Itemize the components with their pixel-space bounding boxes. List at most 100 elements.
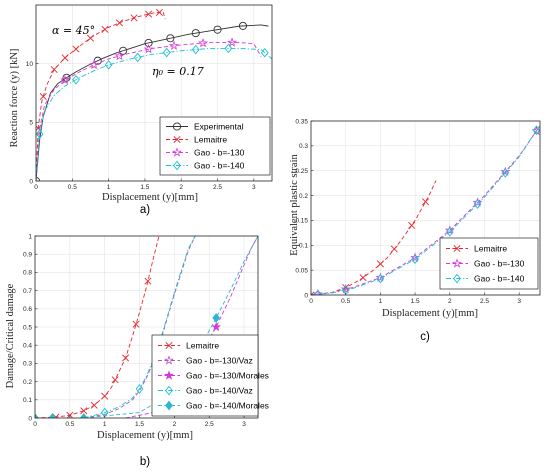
c-series-1-marker <box>340 284 351 294</box>
a-series-2-marker <box>89 59 99 70</box>
a-legend-entry-label: Lemaitre <box>194 135 227 145</box>
c-y-tick-label: 0.15 <box>295 218 308 225</box>
c-legend-entry-label: Gao - b=-130 <box>474 259 525 269</box>
c-y-tick-label: 0.3 <box>299 143 308 150</box>
c-series-line-1 <box>311 125 540 295</box>
b-series-0-marker <box>90 401 98 409</box>
panel-a-alpha-annotation: α = 45° <box>52 24 95 37</box>
c-legend-entry-label: Gao - b=-140 <box>474 274 525 284</box>
b-series-0-marker <box>122 354 130 362</box>
a-series-line-1 <box>36 11 166 181</box>
b-series-2-marker <box>211 321 222 332</box>
a-series-3-marker <box>133 52 142 63</box>
b-series-0-marker <box>132 320 140 328</box>
a-x-tick-label: 1.5 <box>140 184 149 191</box>
b-legend-entry-label: Lemaitre <box>186 341 219 351</box>
a-series-3-marker <box>260 47 269 58</box>
c-x-tick-label: 0.5 <box>341 298 350 305</box>
a-series-1-marker <box>39 93 47 101</box>
c-series-0-marker <box>408 221 416 229</box>
b-series-4-marker <box>35 413 39 418</box>
c-series-0-marker <box>311 291 315 295</box>
c-x-tick-label: 1 <box>379 298 383 305</box>
a-series-1-marker <box>72 45 80 53</box>
c-legend-entry-label: Lemaitre <box>474 244 507 254</box>
panel-c-series <box>311 124 540 295</box>
a-legend-marker <box>172 147 182 157</box>
a-y-tick-label: 5 <box>29 120 33 127</box>
a-series-3-marker <box>162 47 171 58</box>
panel-c-y-axis-label: Equivalent plastic strain <box>289 154 300 256</box>
panel-a: 0 0.5 1 1.5 2 2.5 3 0 5 10 α = 45° η₀ = 0.17 Expe… <box>9 4 273 216</box>
c-legend-marker <box>452 258 462 268</box>
a-y-tick-label: 10 <box>26 61 34 68</box>
b-x-tick-label: 1.5 <box>135 421 144 428</box>
a-series-3-marker <box>36 129 44 139</box>
a-x-tick-label: 2 <box>179 184 183 191</box>
b-legend-entry-label: Gao - b=-130/Vaz <box>186 356 253 366</box>
b-series-0-marker <box>111 376 119 384</box>
a-series-1-marker <box>130 14 138 22</box>
b-y-tick-label: 1 <box>28 233 32 240</box>
b-series-0-marker <box>144 277 152 285</box>
a-x-tick-label: 3 <box>252 184 256 191</box>
b-series-4-marker <box>48 413 57 418</box>
a-x-tick-label: 0.5 <box>68 184 77 191</box>
b-x-tick-label: 2.5 <box>205 421 214 428</box>
c-series-2-marker <box>473 199 482 209</box>
b-legend-entry-label: Gao - b=-140/Morales <box>186 401 269 411</box>
c-series-2-marker <box>501 168 510 178</box>
b-series-4-marker <box>212 313 221 323</box>
a-series-1-marker <box>115 19 124 27</box>
c-series-2-marker <box>411 254 419 265</box>
a-series-1-marker <box>61 54 69 62</box>
b-series-0-marker <box>101 392 109 400</box>
b-x-tick-label: 0.5 <box>65 421 74 428</box>
c-legend-marker <box>453 273 461 284</box>
b-legend-marker <box>165 400 173 411</box>
b-legend-marker <box>164 370 174 380</box>
b-y-tick-label: 0.5 <box>23 324 32 331</box>
a-x-tick-label: 0 <box>34 184 38 191</box>
a-legend-marker <box>172 122 182 131</box>
a-series-2-marker <box>143 44 154 54</box>
b-y-tick-label: 0.9 <box>23 252 32 259</box>
panel-b-legend: Lemaitre Gao - b=-130/Vaz Gao - b=-130/Mor… <box>151 334 269 417</box>
panel-a-axes-frame <box>35 4 273 182</box>
a-legend-marker <box>173 160 181 171</box>
c-series-0-marker <box>376 260 384 268</box>
c-series-line-2 <box>311 124 540 295</box>
b-legend-marker <box>165 341 173 350</box>
b-legend-marker <box>165 385 173 396</box>
a-series-3-marker <box>191 44 200 55</box>
b-x-tick-label: 3 <box>242 421 246 428</box>
a-series-0-marker <box>144 38 153 47</box>
c-x-tick-label: 1.5 <box>411 298 420 305</box>
a-series-2-marker <box>114 50 125 61</box>
b-series-0-marker <box>66 411 74 418</box>
b-legend-entry-label: Gao - b=-140/Vaz <box>186 386 253 396</box>
c-x-tick-label: 2.5 <box>480 298 489 305</box>
c-series-2-marker <box>314 289 322 295</box>
a-x-tick-label: 2.5 <box>213 184 222 191</box>
panel-a-x-axis-label: Displacement (y)[mm] <box>102 192 198 203</box>
b-y-tick-label: 0.4 <box>23 343 32 350</box>
b-legend-marker <box>164 355 174 365</box>
a-legend-marker <box>173 135 181 144</box>
panel-c-legend: Lemaitre Gao - b=-130 Gao - b=-140 <box>439 237 539 290</box>
c-series-2-marker <box>376 273 385 284</box>
panel-b-label: b) <box>140 456 150 468</box>
c-y-tick-label: 0.05 <box>295 267 308 274</box>
b-series-line-1 <box>83 236 196 418</box>
c-x-tick-label: 2 <box>448 298 452 305</box>
b-y-tick-label: 0 <box>28 415 32 422</box>
a-x-tick-label: 1 <box>107 184 111 191</box>
panel-c-x-axis-label: Displacement (y)[mm] <box>382 308 478 319</box>
b-y-tick-label: 0.6 <box>23 306 32 313</box>
c-series-1-marker <box>313 289 323 295</box>
c-series-2-marker <box>445 227 454 237</box>
a-series-3-marker <box>72 74 80 85</box>
panel-a-eta-annotation: η₀ = 0.17 <box>152 65 204 78</box>
c-y-tick-label: 0.35 <box>295 118 308 125</box>
